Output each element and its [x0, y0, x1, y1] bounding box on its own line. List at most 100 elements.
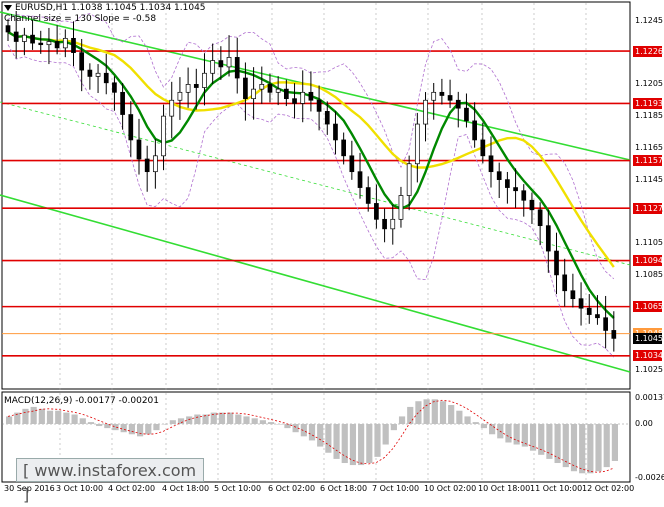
candle-body: [300, 91, 306, 104]
level-label: 1.1094: [633, 255, 663, 267]
candle-body: [390, 218, 396, 230]
candle-body: [488, 155, 494, 173]
level-label: 1.1193: [633, 97, 663, 109]
macd-bar: [456, 410, 463, 424]
macd-bar: [562, 424, 569, 468]
candle-body: [505, 179, 510, 188]
candle-body: [496, 171, 502, 180]
time-label: 12 Oct 02:00: [582, 484, 635, 493]
candle-body: [251, 88, 256, 100]
candle-body: [169, 99, 175, 117]
macd-bar: [210, 412, 217, 424]
macd-bar: [177, 418, 185, 424]
candle-body: [161, 115, 166, 157]
time-label: 5 Oct 10:00: [214, 484, 262, 493]
candle-body: [103, 72, 109, 84]
macd-signal-line: [7, 399, 614, 473]
macd-bar: [292, 424, 299, 433]
candle-body: [513, 187, 518, 192]
price-tick-label: 1.1025: [635, 365, 663, 375]
macd-bar: [96, 424, 103, 427]
candle-body: [357, 171, 363, 188]
candle-body: [324, 111, 330, 125]
macd-bar: [529, 424, 537, 451]
candle-body: [349, 155, 355, 173]
macd-bar: [87, 422, 95, 424]
candle-body: [5, 25, 11, 33]
macd-bar: [300, 424, 307, 437]
macd-bar: [489, 424, 496, 435]
candle-body: [414, 123, 420, 165]
candle-body: [595, 314, 600, 319]
macd-bar: [276, 424, 283, 425]
macd-bar: [448, 405, 455, 424]
macd-bar: [145, 424, 152, 435]
macd-bar: [538, 424, 545, 455]
candle-body: [144, 158, 150, 173]
macd-bar: [169, 420, 176, 424]
macd-bar: [308, 424, 316, 441]
bollinger-lower: [7, 44, 615, 358]
macd-bar: [325, 424, 332, 453]
candle-body: [54, 41, 60, 49]
candle-body: [185, 84, 191, 93]
macd-bar: [423, 399, 430, 424]
macd-bar: [202, 414, 209, 424]
candle-body: [365, 187, 371, 204]
macd-bar: [243, 416, 250, 424]
candle-body: [234, 57, 240, 79]
price-tick-label: 1.1085: [635, 269, 663, 279]
macd-bar: [513, 424, 520, 445]
candles: [5, 11, 617, 352]
candle-body: [136, 139, 142, 160]
macd-tick-label: 0.00137: [635, 393, 664, 402]
price-tick-label: 1.1145: [635, 174, 663, 184]
price-tick-label: 1.1185: [635, 111, 663, 121]
macd-bar: [161, 424, 168, 425]
macd-bar: [595, 424, 602, 472]
candle-body: [439, 91, 445, 96]
macd-bar: [63, 412, 70, 424]
candle-body: [447, 95, 453, 101]
macd-bar: [112, 424, 119, 431]
macd-bar: [505, 424, 512, 443]
macd-bar: [6, 416, 13, 424]
macd-bar: [398, 416, 406, 424]
time-label: 3 Oct 10:00: [56, 484, 104, 493]
macd-label: MACD(12,26,9) -0.00177 -0.00201: [4, 396, 160, 406]
macd-bar: [71, 414, 78, 424]
macd-bar: [587, 424, 594, 474]
macd-bar: [235, 414, 242, 424]
macd-bar: [251, 418, 258, 424]
candle-body: [259, 84, 265, 90]
macd-plot-frame: [1, 391, 631, 483]
macd-bar: [554, 424, 561, 464]
macd-bar: [464, 416, 471, 424]
candle-body: [382, 218, 387, 230]
macd-bar: [390, 424, 397, 431]
candle-body: [243, 77, 248, 100]
candle-body: [283, 88, 289, 100]
macd-bar: [153, 424, 160, 431]
candle-body: [341, 139, 347, 157]
candle-body: [521, 190, 527, 201]
macd-bar: [480, 424, 488, 429]
candle-body: [423, 99, 428, 125]
time-label: 11 Oct 10:00: [530, 484, 583, 493]
macd-bar: [79, 418, 86, 424]
candle-body: [316, 99, 322, 112]
macd-bar: [317, 424, 324, 447]
macd-bar: [521, 424, 528, 447]
macd-bar: [333, 424, 340, 459]
candle-body: [308, 91, 314, 101]
macd-bar: [570, 424, 578, 472]
candle-body: [578, 298, 584, 309]
macd-tick-label: 0.00: [635, 419, 653, 428]
symbol-header: EURUSD,H1 1.1038 1.1045 1.1034 1.1045: [4, 3, 206, 13]
candle-body: [554, 250, 559, 276]
channel-info: Channel size = 130 Slope = -0.58: [4, 14, 157, 24]
candle-body: [71, 37, 76, 53]
candle-body: [333, 123, 338, 141]
macd-bar: [374, 424, 381, 457]
